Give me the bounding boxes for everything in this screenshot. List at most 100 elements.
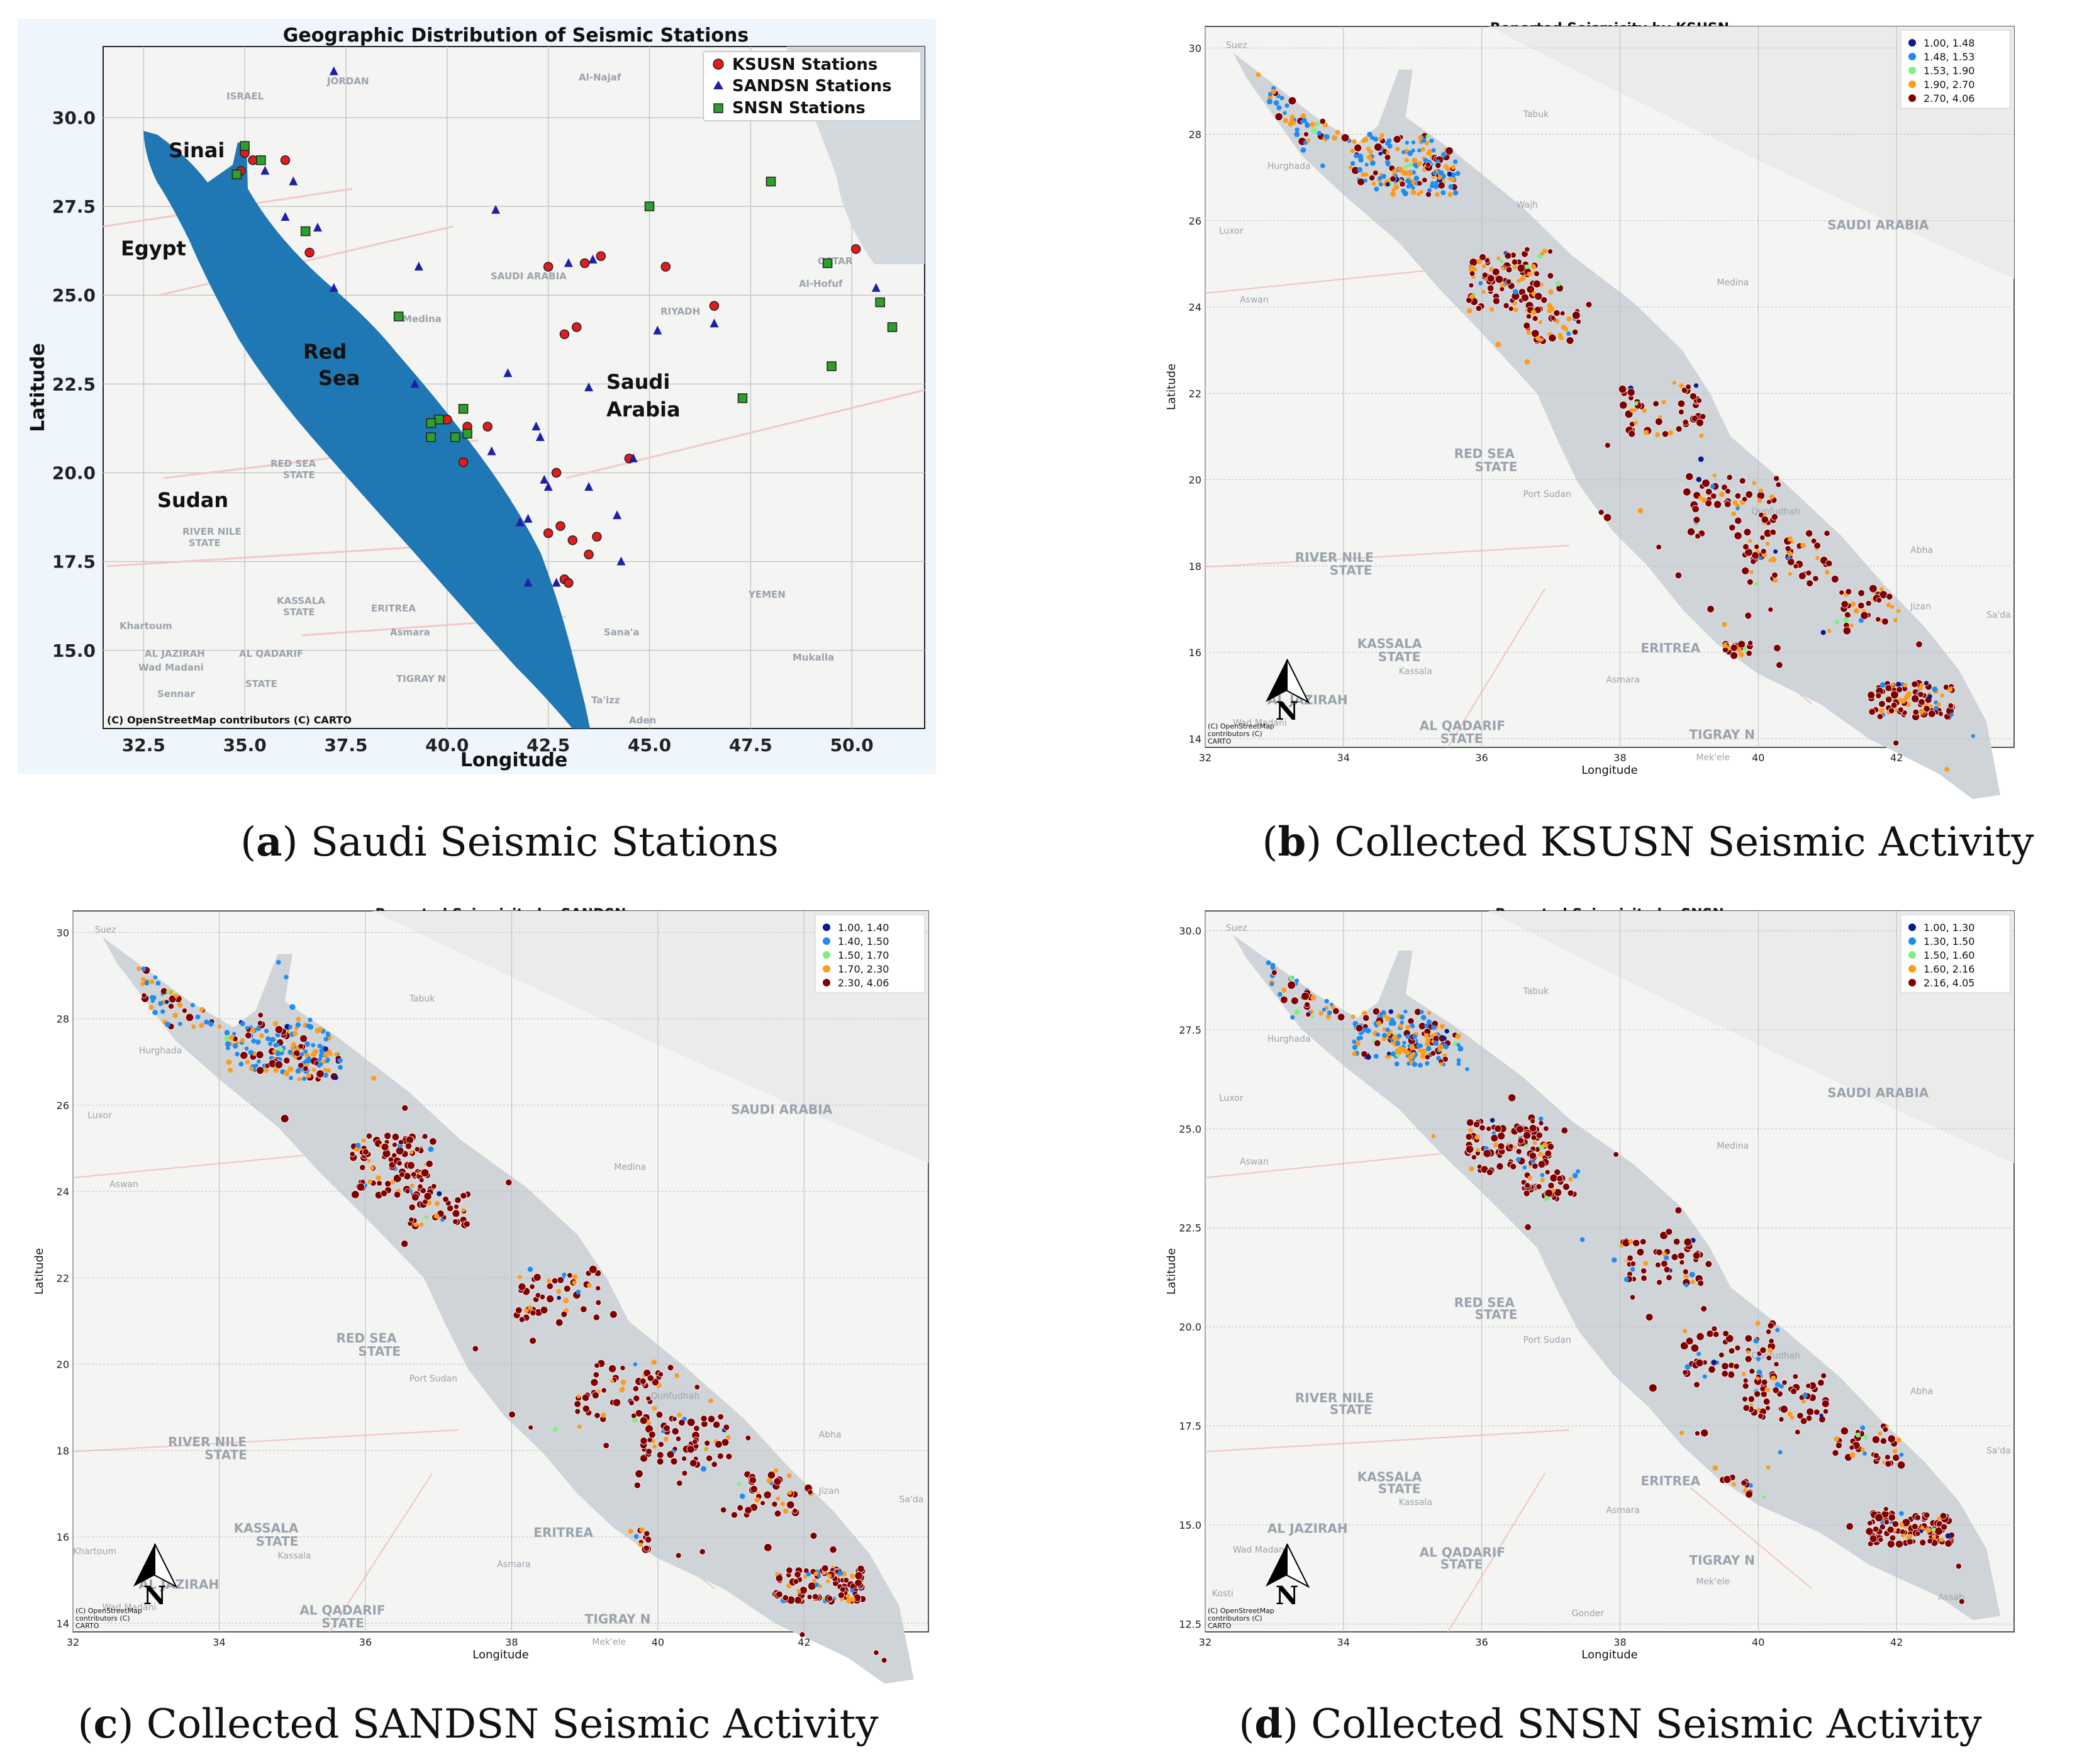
seismic-event-marker <box>1357 154 1363 159</box>
panel-c-map-label: Luxor <box>87 1110 112 1120</box>
panel-a-map-label: Ta'izz <box>591 695 620 706</box>
seismic-event-marker <box>663 1436 669 1442</box>
seismic-event-marker <box>1746 650 1752 657</box>
seismic-event-marker <box>1832 1449 1839 1457</box>
seismic-event-marker <box>1941 1523 1948 1531</box>
seismic-event-marker <box>1886 593 1893 601</box>
seismic-event-marker <box>776 1496 781 1501</box>
seismic-event-marker <box>177 1002 183 1008</box>
panel-a-ytick: 30.0 <box>52 108 96 128</box>
seismic-event-marker <box>1623 1276 1629 1282</box>
seismic-event-marker <box>1712 473 1717 478</box>
seismic-event-marker <box>306 1073 312 1078</box>
seismic-event-marker <box>1766 499 1772 505</box>
ksusn-station-marker <box>592 532 602 542</box>
seismic-event-marker <box>1878 1431 1883 1436</box>
seismic-event-marker <box>1851 601 1856 607</box>
region-label-saudi: Saudi <box>606 370 670 394</box>
north-arrow-left <box>133 1544 155 1587</box>
seismic-event-marker <box>628 1400 635 1406</box>
seismic-event-marker <box>1879 1524 1886 1531</box>
seismic-event-marker <box>1654 1261 1661 1268</box>
panel-d-red-sea <box>1233 934 2000 1621</box>
seismic-event-marker <box>1849 1452 1856 1458</box>
panel-b-legend: 1.00, 1.481.48, 1.531.53, 1.901.90, 2.70… <box>1900 30 2011 109</box>
seismic-event-marker <box>1385 1027 1390 1032</box>
seismic-event-marker <box>463 1220 471 1228</box>
panel-a-map-label: ISRAEL <box>226 91 264 102</box>
seismic-event-marker <box>1727 1371 1735 1379</box>
sandsn-station-marker <box>523 578 533 587</box>
panel-c-map-label: STATE <box>358 1344 401 1359</box>
seismic-event-marker <box>1429 138 1434 143</box>
ksusn-station-marker <box>567 535 578 545</box>
seismic-event-marker <box>319 1048 325 1054</box>
seismic-event-marker <box>652 1444 657 1449</box>
north-arrow-left <box>1266 659 1287 702</box>
seismic-event-marker <box>1427 188 1432 193</box>
panel-c-map-label: STATE <box>321 1616 364 1631</box>
seismic-event-marker <box>557 1295 561 1300</box>
seismic-event-marker <box>1899 1453 1904 1457</box>
legend-label-ksusn: KSUSN Stations <box>732 55 877 74</box>
seismic-event-marker <box>1769 528 1777 536</box>
panel-b-borders <box>1205 264 1813 748</box>
seismic-event-marker <box>873 1650 879 1656</box>
panel-d-ytick: 12.5 <box>1179 1618 1201 1630</box>
seismic-event-marker <box>1515 1148 1522 1155</box>
seismic-event-marker <box>1295 127 1300 132</box>
seismic-event-marker <box>272 1049 277 1054</box>
seismic-event-marker <box>1849 1444 1855 1451</box>
seismic-event-marker <box>1531 329 1540 338</box>
seismic-event-marker <box>1613 1151 1619 1158</box>
seismic-event-marker <box>1711 1359 1717 1366</box>
seismic-event-marker <box>1760 1390 1768 1398</box>
seismic-event-marker <box>1756 1356 1761 1361</box>
panel-d-map-label: STATE <box>1330 1402 1373 1417</box>
seismic-event-marker <box>1406 184 1411 189</box>
panel-d-map-label: Hurghada <box>1267 1034 1311 1044</box>
seismic-event-marker <box>1396 1034 1402 1039</box>
seismic-event-marker <box>208 1021 214 1027</box>
seismic-event-marker <box>167 1003 175 1010</box>
panel-d-map-label: Kosti <box>1212 1588 1233 1599</box>
seismic-event-marker <box>1683 1237 1693 1247</box>
seismic-event-marker <box>508 1410 516 1419</box>
panel-d-credit: (C) OpenStreetMap <box>1208 1607 1274 1615</box>
seismic-event-marker <box>1869 584 1878 593</box>
seismic-event-marker <box>821 1565 829 1572</box>
seismic-event-marker <box>1517 1137 1525 1144</box>
seismic-event-marker <box>1444 164 1449 170</box>
seismic-event-marker <box>850 1588 855 1593</box>
seismic-event-marker <box>1370 160 1376 166</box>
seismic-event-marker <box>1534 271 1540 277</box>
seismic-event-marker <box>433 1213 440 1219</box>
seismic-event-marker <box>268 1041 272 1046</box>
seismic-event-marker <box>1283 111 1287 115</box>
seismic-event-marker <box>1924 681 1929 686</box>
ksusn-station-marker <box>584 549 594 560</box>
panel-a-xtick: 40.0 <box>425 735 469 756</box>
seismic-event-marker <box>1722 643 1728 649</box>
panel-d-map-label: SAUDI ARABIA <box>1827 1085 1929 1100</box>
seismic-event-marker <box>1693 516 1701 524</box>
snsn-station-marker <box>240 141 250 151</box>
panel-c-xlabel: Longitude <box>472 1648 529 1661</box>
panel-b-ytick: 18 <box>1189 561 1201 572</box>
seismic-event-marker <box>725 1453 733 1460</box>
seismic-event-marker <box>454 1197 462 1204</box>
seismic-event-marker <box>1503 302 1510 309</box>
seismic-event-marker <box>1411 186 1415 190</box>
seismic-event-marker <box>384 1132 392 1140</box>
ksusn-station-marker <box>458 457 469 467</box>
panel-b-map-label: Mek'ele <box>1696 753 1730 763</box>
seismic-event-marker <box>1629 1294 1636 1300</box>
seismic-event-marker <box>1839 589 1845 596</box>
seismic-event-marker <box>1540 1173 1545 1178</box>
seismic-event-marker <box>190 1003 195 1008</box>
seismic-event-marker <box>845 1594 851 1599</box>
seismic-event-marker <box>633 1362 638 1366</box>
seismic-event-marker <box>773 1468 779 1473</box>
seismic-event-marker <box>1566 316 1572 321</box>
ksusn-station-marker <box>280 155 291 165</box>
